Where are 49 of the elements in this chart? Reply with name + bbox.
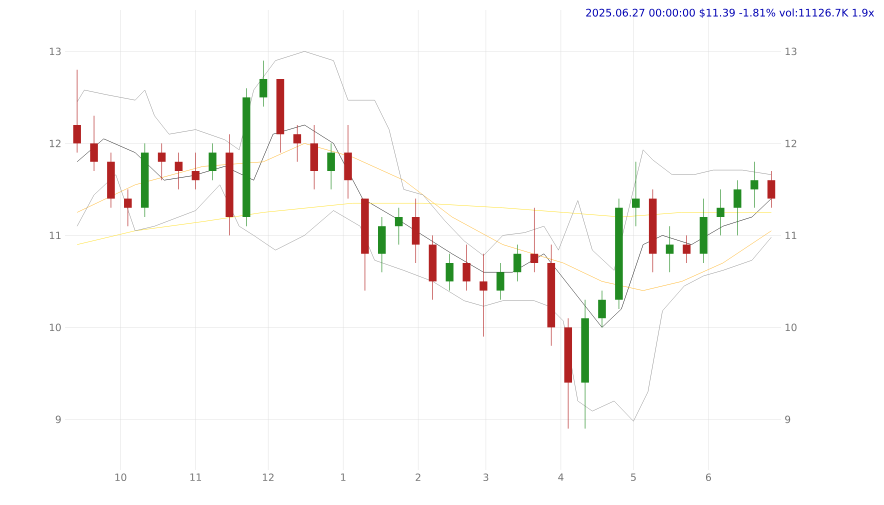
candlestick (598, 290, 606, 328)
y-tick-label: 12 (50, 140, 60, 148)
candlestick (327, 143, 335, 190)
line-series (76, 51, 772, 271)
candlestick (259, 60, 268, 107)
chart-title: 2025.06.27 00:00:00 $11.39 -1.81% vol:11126.7K 1.9x (586, 8, 874, 18)
x-tick-label: 6 (706, 474, 711, 482)
candlestick (293, 124, 302, 162)
candlestick (716, 189, 724, 236)
candlestick (480, 253, 488, 337)
candlestick (496, 262, 504, 300)
x-tick-label: 4 (558, 474, 564, 481)
candlestick (208, 143, 216, 180)
candlestick (734, 180, 742, 236)
y2-tick-label: 11 (786, 232, 796, 240)
candlestick (666, 226, 674, 272)
x-tick-label: 5 (631, 474, 636, 481)
candlestick (446, 253, 454, 291)
x-tick-label: 2 (416, 474, 420, 481)
line-series (76, 174, 772, 422)
candlestick (192, 152, 200, 190)
y-tick-label: 13 (50, 48, 61, 56)
y-tick-label: 11 (50, 232, 61, 240)
candlestick (682, 235, 691, 264)
candlestick (530, 207, 538, 272)
y2-tick-label: 10 (786, 324, 797, 332)
candlestick (73, 69, 81, 153)
candlestick (767, 170, 776, 208)
line-series (76, 143, 772, 291)
candlestick (174, 152, 183, 190)
candlestick (124, 189, 132, 226)
y2-tick-label: 13 (786, 48, 796, 56)
y2-tick-label: 12 (786, 140, 796, 148)
y2-tick-label: 9 (785, 416, 790, 424)
x-tick-label: 1 (341, 474, 346, 481)
candlestick (513, 244, 522, 282)
candlestick (158, 143, 166, 180)
y-tick-label: 10 (50, 324, 61, 332)
y-tick-label: 9 (56, 416, 61, 424)
candlestick (394, 207, 403, 245)
x-tick-label: 10 (115, 474, 126, 482)
x-tick-label: 3 (483, 474, 488, 482)
x-tick-label: 11 (190, 474, 202, 481)
candlestick (90, 115, 98, 172)
line-series (76, 202, 772, 245)
candlestick (750, 161, 758, 208)
candlestick (462, 244, 470, 291)
x-tick-label: 12 (262, 474, 274, 481)
candlestick (632, 161, 640, 226)
